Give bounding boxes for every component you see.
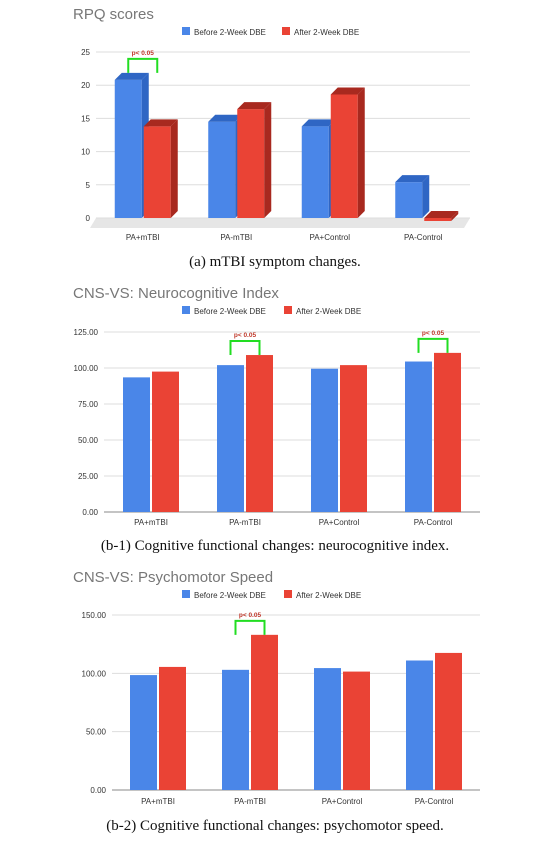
bar-before [311, 368, 338, 512]
significance-bracket [229, 340, 261, 356]
y-tick-label: 75.00 [78, 400, 99, 409]
x-tick-label: PA+mTBI [134, 518, 168, 527]
y-tick-label: 150.00 [82, 611, 107, 620]
bar-after [330, 94, 358, 218]
legend-label-1: After 2-Week DBE [296, 307, 361, 316]
bar-before [123, 377, 150, 512]
x-tick-label: PA-Control [414, 518, 453, 527]
x-tick-label: PA+mTBI [141, 797, 175, 806]
bar-before [395, 182, 423, 218]
legend-swatch-0 [182, 27, 190, 35]
y-tick-label: 50.00 [86, 728, 107, 737]
legend-label-1: After 2-Week DBE [296, 591, 361, 600]
y-tick-label: 0.00 [90, 786, 106, 795]
bar-before [406, 660, 433, 790]
legend-label-0: Before 2-Week DBE [194, 591, 266, 600]
chart-psychomotor-speed: CNS-VS: Psychomotor Speed Before 2-Week D… [73, 569, 480, 806]
legend-label-0: Before 2-Week DBE [194, 307, 266, 316]
x-tick-label: PA-Control [415, 797, 454, 806]
bar-before [114, 79, 142, 218]
legend-swatch-1 [282, 27, 290, 35]
y-tick-label: 0.00 [82, 508, 98, 517]
chart-title: CNS-VS: Psychomotor Speed [73, 569, 273, 586]
y-tick-label: 50.00 [78, 436, 99, 445]
bar-top [424, 211, 459, 218]
legend-label-1: After 2-Week DBE [294, 28, 359, 37]
caption-a: (a) mTBI symptom changes. [189, 254, 361, 270]
bar-before [301, 126, 329, 218]
x-tick-label: PA-Control [404, 233, 443, 242]
chart-title: CNS-VS: Neurocognitive Index [73, 285, 279, 302]
legend-swatch-0 [182, 306, 190, 314]
significance-label: p< 0.05 [234, 332, 257, 339]
bar-side [357, 87, 365, 218]
chart-floor [90, 218, 470, 228]
bar-before [314, 668, 341, 790]
bar-top [395, 175, 430, 183]
x-tick-label: PA+mTBI [126, 233, 160, 242]
bar-top [301, 119, 336, 127]
bar-top [330, 87, 365, 95]
bar-before [208, 121, 236, 218]
bar-before [405, 361, 432, 512]
x-tick-label: PA+Control [309, 233, 350, 242]
caption-b2: (b-2) Cognitive functional changes: psyc… [106, 818, 444, 834]
x-tick-label: PA+Control [322, 797, 363, 806]
bar-before [222, 669, 249, 790]
significance-label: p< 0.05 [239, 612, 262, 619]
bar-top [208, 114, 243, 122]
significance-label: p< 0.05 [422, 330, 445, 337]
chart-neurocognitive-index: CNS-VS: Neurocognitive Index Before 2-Wee… [73, 285, 480, 527]
chart-panel-neurocognitive: CNS-VS: Neurocognitive Index Before 2-Wee… [0, 280, 550, 560]
bar-side [170, 119, 178, 218]
bar-after [343, 671, 370, 790]
bar-after [246, 355, 273, 512]
chart-panel-rpq: RPQ scores Before 2-Week DBE After 2-Week … [0, 0, 550, 270]
bar-top [237, 102, 272, 110]
bar-after [143, 126, 171, 218]
y-tick-label: 25.00 [78, 472, 99, 481]
y-tick-label: 100.00 [82, 669, 107, 678]
y-tick-label: 125.00 [74, 328, 99, 337]
bar-after [434, 352, 461, 512]
bar-before [217, 365, 244, 512]
y-tick-label: 20 [81, 81, 90, 90]
bar-side [264, 102, 272, 218]
bar-after [435, 652, 462, 790]
bar-after [251, 634, 278, 790]
chart-title: RPQ scores [73, 6, 154, 23]
bar-side [422, 175, 430, 218]
caption-b1: (b-1) Cognitive functional changes: neur… [100, 538, 450, 554]
y-tick-label: 25 [81, 48, 90, 57]
bar-top [143, 119, 178, 127]
legend-swatch-0 [182, 590, 190, 598]
y-tick-label: 0 [86, 214, 91, 223]
bar-after [237, 109, 265, 218]
bar-after [424, 218, 452, 221]
significance-bracket [417, 337, 449, 353]
x-tick-label: PA+Control [319, 518, 360, 527]
bar-before [130, 675, 157, 790]
x-tick-label: PA-mTBI [220, 233, 252, 242]
bar-after [159, 666, 186, 790]
y-tick-label: 15 [81, 114, 90, 123]
significance-label: p< 0.05 [132, 50, 155, 57]
bar-after [152, 371, 179, 512]
bar-top [114, 72, 149, 80]
x-tick-label: PA-mTBI [234, 797, 266, 806]
legend-swatch-1 [284, 306, 292, 314]
significance-bracket [234, 619, 266, 635]
y-tick-label: 10 [81, 148, 90, 157]
significance-bracket [127, 57, 159, 73]
legend-swatch-1 [284, 590, 292, 598]
chart-rpq-scores: RPQ scores Before 2-Week DBE After 2-Week … [73, 6, 470, 242]
y-tick-label: 100.00 [74, 364, 99, 373]
bar-side [451, 211, 459, 221]
chart-panel-psychomotor: CNS-VS: Psychomotor Speed Before 2-Week D… [0, 566, 550, 841]
legend-label-0: Before 2-Week DBE [194, 28, 266, 37]
y-tick-label: 5 [86, 181, 91, 190]
x-tick-label: PA-mTBI [229, 518, 261, 527]
bar-after [340, 365, 367, 512]
